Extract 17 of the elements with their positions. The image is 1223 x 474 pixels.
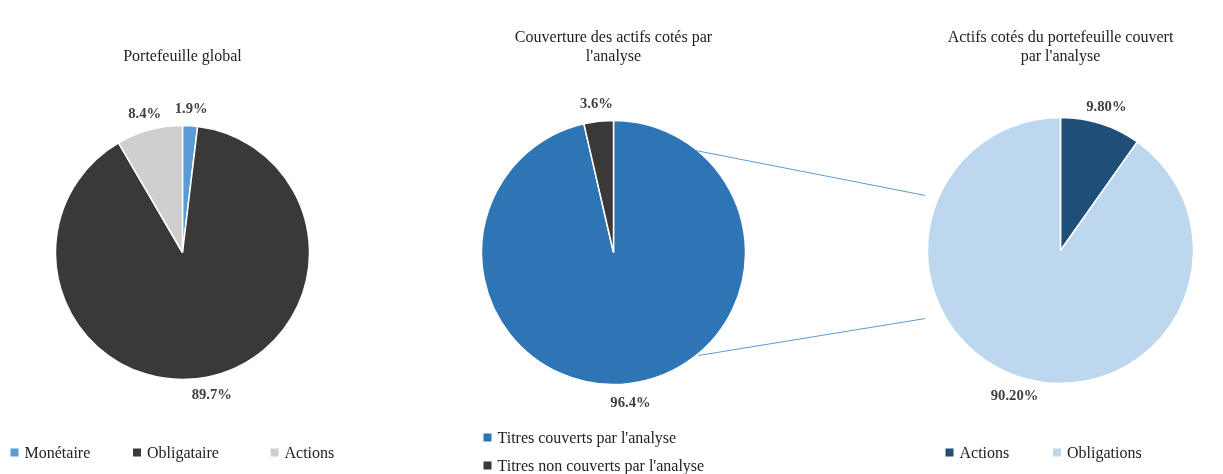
legend-label: Obligataire xyxy=(147,444,219,462)
legend-label: Actions xyxy=(284,444,335,461)
data-label: 9.80% xyxy=(1086,98,1127,115)
chart-title: Actifs cotés du portefeuille couvert par l'analyse xyxy=(947,28,1174,65)
legend-label: Obligations xyxy=(1067,444,1142,462)
chart-title: Couverture des actifs cotés par l'analyse xyxy=(514,28,713,65)
data-label: 90.20% xyxy=(990,386,1039,403)
legend-label: Monétaire xyxy=(24,444,91,461)
legend-label: Titres non couverts par l'analyse xyxy=(497,457,705,474)
chart-title: Portefeuille global xyxy=(123,47,243,65)
data-label: 89.7% xyxy=(191,386,233,403)
legend-label: Titres couverts par l'analyse xyxy=(497,429,677,447)
data-label: 96.4% xyxy=(610,394,651,411)
data-label: 1.9% xyxy=(174,99,208,116)
legend-label: Actions xyxy=(959,444,1010,461)
data-label: 3.6% xyxy=(580,94,614,111)
data-label: 8.4% xyxy=(128,104,162,121)
